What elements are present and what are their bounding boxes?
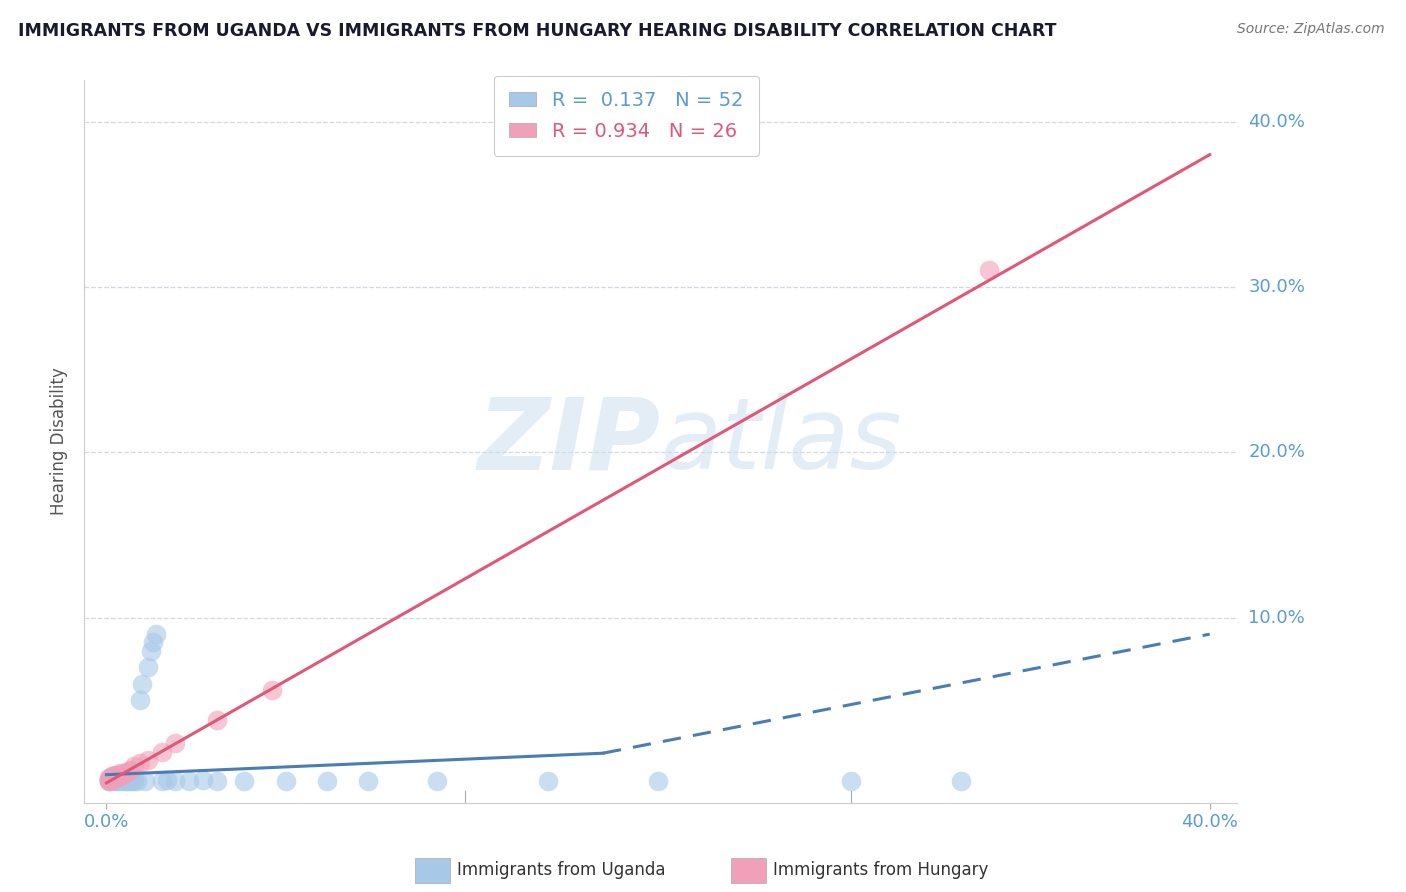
Point: [104, 774, 127, 789]
Point: [98, 774, 121, 789]
Point: [104, 771, 127, 785]
Text: 40.0%: 40.0%: [1249, 112, 1305, 130]
Point: [150, 745, 173, 759]
Point: [128, 756, 150, 771]
Point: [114, 766, 136, 780]
Point: [111, 774, 134, 789]
Point: [101, 772, 124, 787]
Legend: R =  0.137   N = 52, R = 0.934   N = 26: R = 0.137 N = 52, R = 0.934 N = 26: [494, 76, 759, 156]
Point: [107, 769, 129, 783]
Text: IMMIGRANTS FROM UGANDA VS IMMIGRANTS FROM HUNGARY HEARING DISABILITY CORRELATION: IMMIGRANTS FROM UGANDA VS IMMIGRANTS FRO…: [18, 22, 1057, 40]
Point: [104, 767, 127, 781]
Point: [107, 772, 129, 787]
Point: [111, 771, 134, 785]
Text: atlas: atlas: [661, 393, 903, 490]
Point: [950, 774, 973, 789]
Point: [117, 774, 139, 789]
Point: [316, 774, 339, 789]
Point: [139, 643, 162, 657]
Point: [191, 772, 214, 787]
Text: Immigrants from Uganda: Immigrants from Uganda: [457, 861, 665, 879]
Point: [107, 767, 129, 781]
Point: [117, 764, 139, 779]
Point: [150, 774, 173, 789]
Point: [145, 627, 167, 641]
Point: [104, 771, 127, 785]
Point: [165, 736, 187, 750]
Text: ZIP: ZIP: [478, 393, 661, 490]
Point: [110, 766, 132, 780]
Point: [107, 771, 129, 785]
Point: [120, 763, 142, 777]
Point: [107, 774, 129, 789]
Text: 30.0%: 30.0%: [1249, 278, 1305, 296]
Point: [111, 772, 134, 787]
Point: [111, 767, 134, 781]
Point: [101, 771, 124, 785]
Point: [134, 774, 156, 789]
Point: [101, 774, 124, 789]
Point: [110, 774, 132, 789]
Point: [111, 766, 134, 780]
Point: [122, 759, 145, 773]
Text: 20.0%: 20.0%: [1249, 443, 1305, 461]
Point: [98, 771, 121, 785]
Point: [98, 774, 121, 789]
Point: [156, 772, 179, 787]
Text: Immigrants from Hungary: Immigrants from Hungary: [773, 861, 988, 879]
Y-axis label: Hearing Disability: Hearing Disability: [51, 368, 69, 516]
Point: [104, 769, 127, 783]
Point: [122, 772, 145, 787]
Point: [274, 774, 297, 789]
Point: [647, 774, 669, 789]
Point: [101, 772, 124, 787]
Point: [120, 774, 142, 789]
Point: [179, 774, 201, 789]
Point: [104, 772, 127, 787]
Point: [537, 774, 560, 789]
Point: [117, 772, 139, 787]
Point: [977, 263, 1000, 277]
Point: [136, 753, 159, 767]
Point: [125, 774, 148, 789]
Point: [110, 769, 132, 783]
Point: [205, 713, 228, 727]
Point: [114, 774, 136, 789]
Point: [114, 772, 136, 787]
Point: [104, 772, 127, 787]
Point: [136, 660, 159, 674]
Point: [205, 774, 228, 789]
Text: 10.0%: 10.0%: [1249, 608, 1305, 626]
Point: [122, 774, 145, 789]
Point: [120, 772, 142, 787]
Point: [101, 769, 124, 783]
Text: Source: ZipAtlas.com: Source: ZipAtlas.com: [1237, 22, 1385, 37]
Point: [110, 772, 132, 787]
Point: [233, 774, 256, 789]
Point: [142, 635, 165, 649]
Point: [357, 774, 380, 789]
Point: [98, 772, 121, 787]
Point: [101, 771, 124, 785]
Point: [426, 774, 449, 789]
Point: [128, 693, 150, 707]
Point: [839, 774, 862, 789]
Point: [98, 772, 121, 787]
Point: [98, 771, 121, 785]
Point: [101, 769, 124, 783]
Point: [165, 774, 187, 789]
Point: [260, 683, 283, 698]
Point: [98, 774, 121, 789]
Point: [110, 771, 132, 785]
Point: [131, 677, 153, 691]
